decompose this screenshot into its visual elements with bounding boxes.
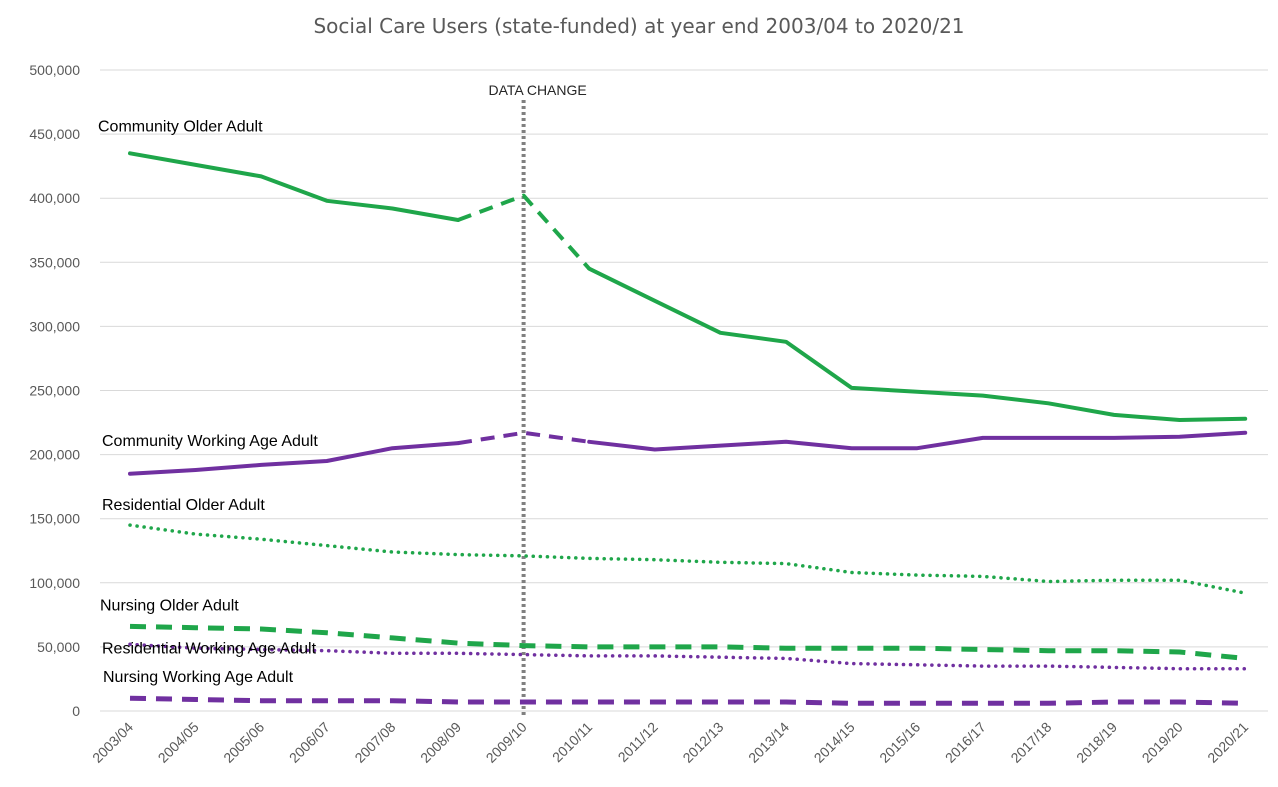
y-tick-label: 500,000: [29, 62, 80, 78]
y-tick-label: 300,000: [29, 318, 80, 334]
x-tick-label: 2019/20: [1139, 719, 1186, 766]
series-labels: Community Older Adult Community Working A…: [98, 118, 318, 686]
x-tick-label: 2018/19: [1073, 719, 1120, 766]
series-line: [128, 642, 1247, 671]
y-axis-ticks: 0 50,000 100,000 150,000 200,000 250,000 300,0…: [29, 62, 80, 719]
x-tick-label: 2010/11: [549, 719, 596, 766]
series-line: [129, 695, 1246, 706]
x-tick-label: 2003/04: [89, 719, 136, 766]
series-line-bridge: [457, 193, 591, 271]
x-tick-label: 2009/10: [483, 719, 530, 766]
x-tick-label: 2015/16: [876, 719, 923, 766]
series-line: [128, 523, 1247, 595]
series-label: Residential Working Age Adult: [102, 640, 317, 657]
series-line: [129, 623, 1246, 661]
y-tick-label: 100,000: [29, 575, 80, 591]
series-label: Community Working Age Adult: [102, 433, 318, 450]
y-tick-label: 350,000: [29, 254, 80, 270]
y-tick-label: 200,000: [29, 447, 80, 463]
y-tick-label: 250,000: [29, 383, 80, 399]
series-line: [128, 151, 460, 222]
series-line: [587, 266, 1248, 422]
data-change-annotation: DATA CHANGE: [488, 82, 587, 715]
x-tick-label: 2012/13: [679, 719, 726, 766]
x-tick-label: 2014/15: [811, 719, 858, 766]
series-label: Residential Older Adult: [102, 497, 265, 514]
y-tick-label: 400,000: [29, 190, 80, 206]
x-tick-label: 2006/07: [286, 719, 333, 766]
chart-title: Social Care Users (state-funded) at year…: [313, 14, 965, 38]
x-axis-ticks: 2003/04 2004/05 2005/06 2006/07 2007/08 2008/…: [89, 719, 1251, 766]
x-tick-label: 2008/09: [417, 719, 464, 766]
y-tick-label: 50,000: [37, 639, 80, 655]
x-tick-label: 2017/18: [1007, 719, 1054, 766]
series-line: [587, 430, 1248, 452]
data-change-label: DATA CHANGE: [488, 82, 586, 98]
series-label: Nursing Older Adult: [100, 597, 239, 614]
series-lines: [128, 151, 1248, 706]
x-tick-label: 2004/05: [155, 719, 202, 766]
x-tick-label: 2005/06: [220, 719, 267, 766]
x-tick-label: 2011/12: [615, 719, 662, 766]
y-tick-label: 450,000: [29, 126, 80, 142]
x-tick-label: 2016/17: [942, 719, 989, 766]
y-tick-label: 0: [72, 703, 80, 719]
x-tick-label: 2013/14: [745, 719, 792, 766]
x-tick-label: 2007/08: [351, 719, 398, 766]
grid-lines: [100, 69, 1268, 712]
x-tick-label: 2020/21: [1204, 719, 1251, 766]
series-label: Community Older Adult: [98, 118, 263, 135]
y-tick-label: 150,000: [29, 511, 80, 527]
series-line: [128, 441, 460, 476]
series-label: Nursing Working Age Adult: [103, 669, 294, 686]
